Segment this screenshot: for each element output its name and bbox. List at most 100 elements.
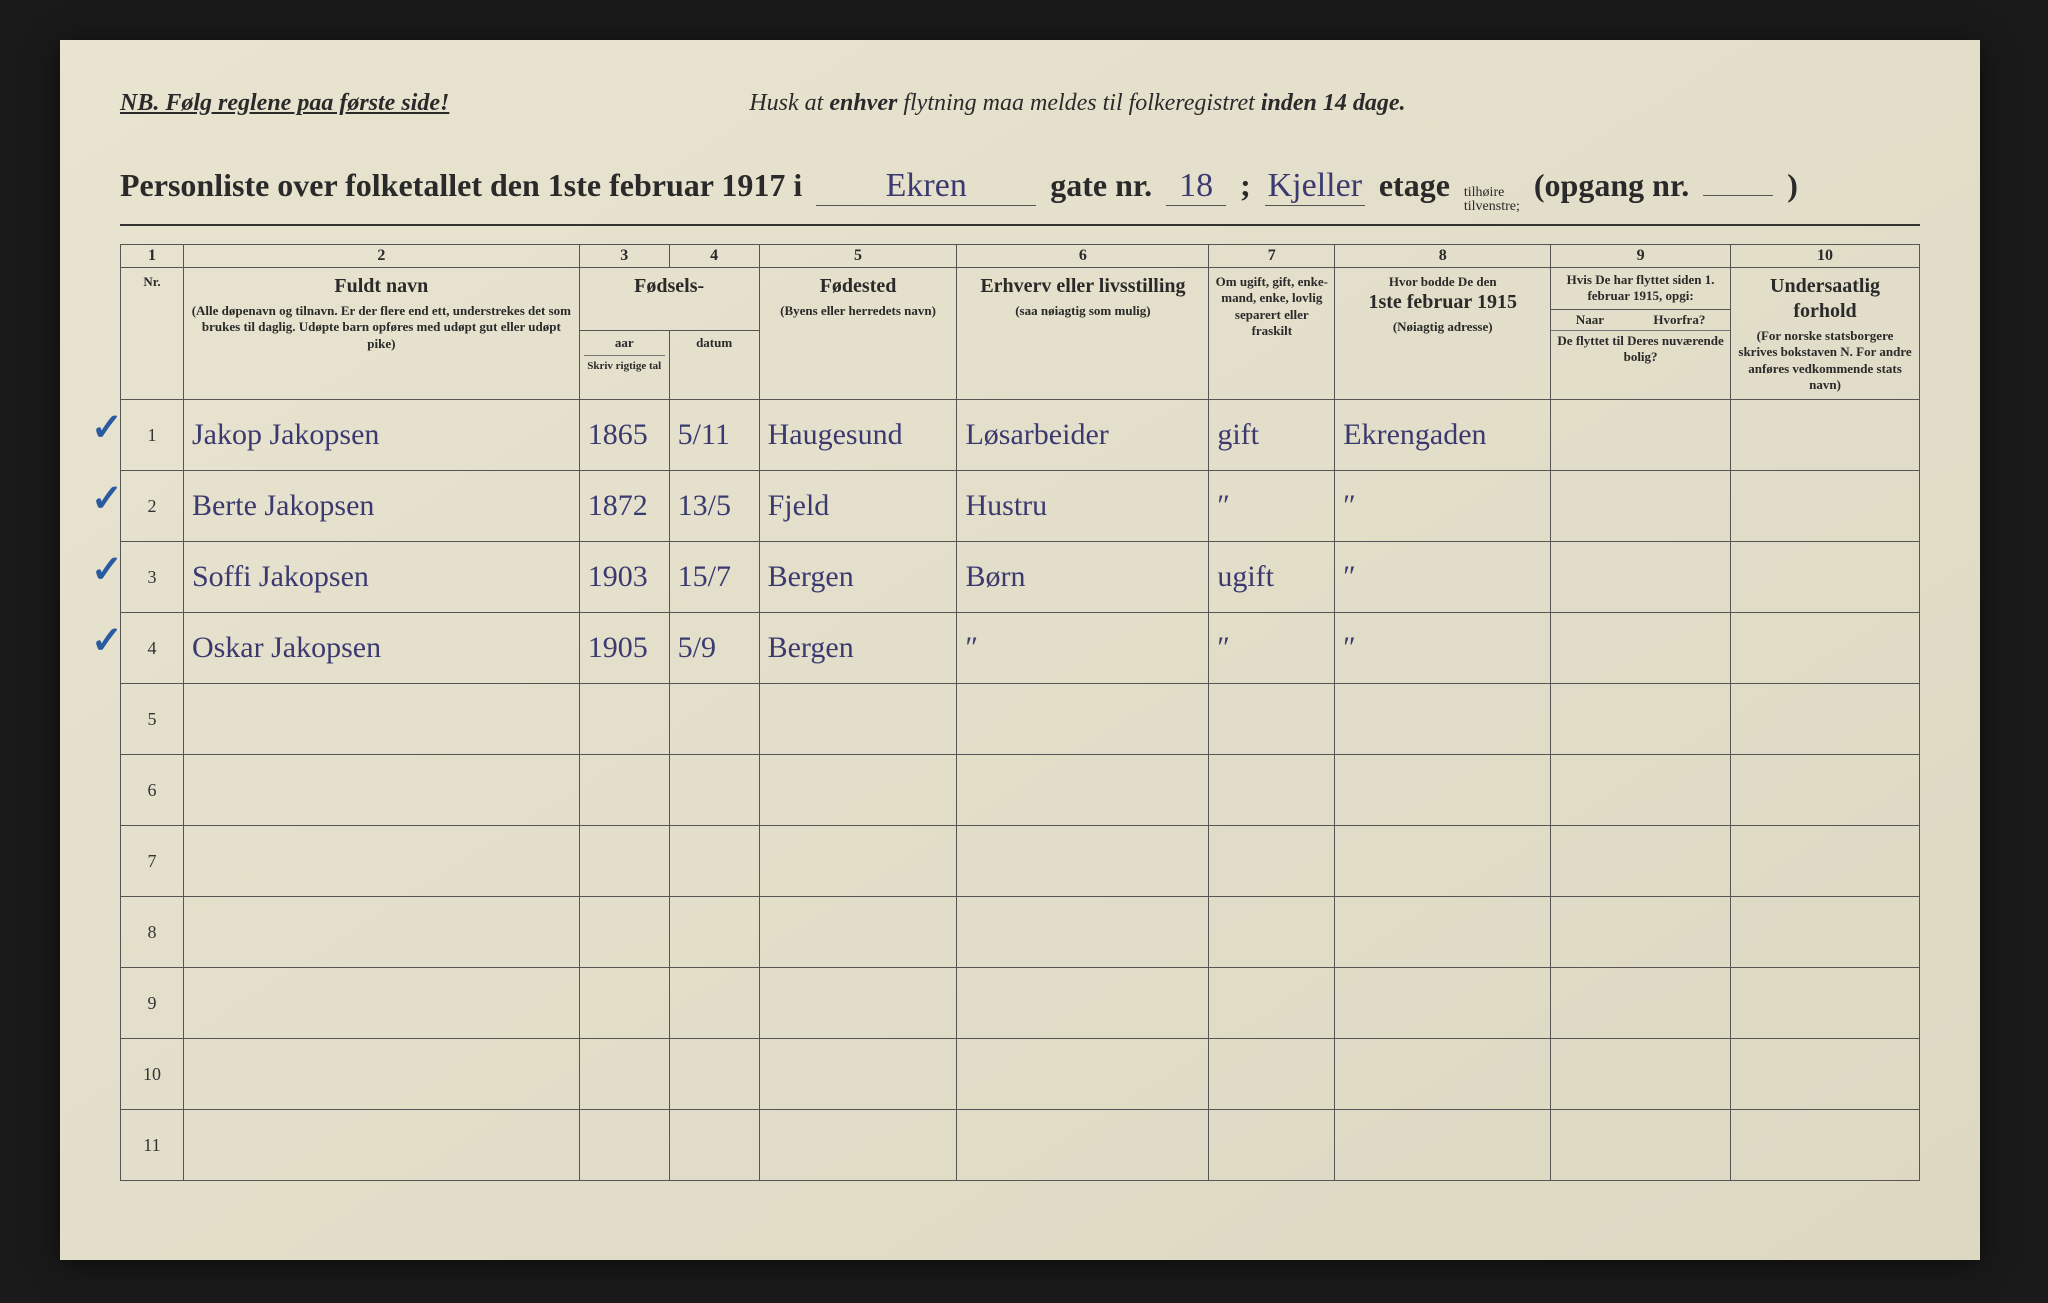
colnum-3: 3 (579, 245, 669, 268)
top-instruction-bar: NB. Følg reglene paa første side! Husk a… (120, 90, 1920, 117)
cell-citizenship (1731, 471, 1920, 542)
cell-marital: ″ (1209, 471, 1335, 542)
row-nr: 7 (121, 826, 184, 897)
column-number-row: 1 2 3 4 5 6 7 8 9 10 (121, 245, 1920, 268)
semicolon: ; (1240, 167, 1251, 204)
cell-name: Oskar Jakopsen (183, 613, 579, 684)
colnum-10: 10 (1731, 245, 1920, 268)
cell-name: Berte Jakopsen (183, 471, 579, 542)
checkmark-icon: ✓ (91, 405, 123, 450)
cell-birthplace (759, 684, 957, 755)
cell-moved (1551, 826, 1731, 897)
gate-label: gate nr. (1050, 167, 1152, 204)
cell-occupation: Hustru (957, 471, 1209, 542)
cell-marital (1209, 1110, 1335, 1181)
cell-date: 5/11 (669, 400, 759, 471)
cell-name (183, 1039, 579, 1110)
cell-1915addr (1335, 826, 1551, 897)
table-row: 9 (121, 968, 1920, 1039)
head-citizenship: Undersaatlig forhold (For norske statsbo… (1731, 268, 1920, 400)
cell-year (579, 1039, 669, 1110)
col9-naar: Naar (1576, 312, 1604, 328)
table-row: ✓4Oskar Jakopsen19055/9Bergen″″″ (121, 613, 1920, 684)
table-row: 7 (121, 826, 1920, 897)
cell-year (579, 968, 669, 1039)
table-row: ✓3Soffi Jakopsen190315/7BergenBørnugift″ (121, 542, 1920, 613)
table-row: 10 (121, 1039, 1920, 1110)
etage-field: Kjeller (1265, 167, 1365, 206)
cell-moved (1551, 1110, 1731, 1181)
cell-1915addr (1335, 968, 1551, 1039)
cell-occupation: Løsarbeider (957, 400, 1209, 471)
cell-birthplace: Fjeld (759, 471, 957, 542)
cell-year (579, 684, 669, 755)
cell-occupation (957, 755, 1209, 826)
cell-1915addr (1335, 684, 1551, 755)
col9-hvorfra: Hvorfra? (1653, 312, 1705, 328)
nb-note: NB. Følg reglene paa første side! (120, 90, 449, 117)
table-row: 11 (121, 1110, 1920, 1181)
table-row: ✓1Jakop Jakopsen18655/11HaugesundLøsarbe… (121, 400, 1920, 471)
cell-citizenship (1731, 400, 1920, 471)
colnum-6: 6 (957, 245, 1209, 268)
cell-date (669, 755, 759, 826)
cell-moved (1551, 400, 1731, 471)
cell-date: 13/5 (669, 471, 759, 542)
row-nr: ✓1 (121, 400, 184, 471)
cell-occupation (957, 826, 1209, 897)
cell-date (669, 968, 759, 1039)
street-name-field: Ekren (816, 167, 1036, 206)
subhead-datum: datum (669, 331, 759, 400)
colnum-7: 7 (1209, 245, 1335, 268)
cell-occupation (957, 684, 1209, 755)
colnum-9: 9 (1551, 245, 1731, 268)
table-row: 5 (121, 684, 1920, 755)
cell-birthplace: Bergen (759, 613, 957, 684)
cell-year (579, 826, 669, 897)
cell-marital: gift (1209, 400, 1335, 471)
cell-name: Soffi Jakopsen (183, 542, 579, 613)
cell-occupation (957, 897, 1209, 968)
cell-name (183, 755, 579, 826)
head-birth: Fødsels- (579, 268, 759, 331)
cell-citizenship (1731, 1039, 1920, 1110)
cell-occupation (957, 1039, 1209, 1110)
cell-moved (1551, 542, 1731, 613)
row-nr: 8 (121, 897, 184, 968)
cell-marital: ″ (1209, 613, 1335, 684)
head-name: Fuldt navn (Alle døpenavn og tilnavn. Er… (183, 268, 579, 400)
etage-side-labels: tilhøire tilvenstre; (1464, 186, 1520, 214)
row-nr: 9 (121, 968, 184, 1039)
table-body: ✓1Jakop Jakopsen18655/11HaugesundLøsarbe… (121, 400, 1920, 1181)
head-nr: Nr. (121, 268, 184, 400)
census-form-page: NB. Følg reglene paa første side! Husk a… (60, 40, 1980, 1260)
cell-year: 1865 (579, 400, 669, 471)
etage-label: etage (1379, 167, 1450, 204)
column-title-row: Nr. Fuldt navn (Alle døpenavn og tilnavn… (121, 268, 1920, 331)
cell-occupation (957, 1110, 1209, 1181)
cell-name (183, 826, 579, 897)
cell-citizenship (1731, 1110, 1920, 1181)
head-marital: Om ugift, gift, enke-mand, enke, lovlig … (1209, 268, 1335, 400)
cell-date (669, 1039, 759, 1110)
gate-nr-field: 18 (1166, 167, 1226, 206)
cell-marital (1209, 755, 1335, 826)
cell-year: 1872 (579, 471, 669, 542)
opgang-field (1703, 195, 1773, 196)
cell-citizenship (1731, 897, 1920, 968)
cell-birthplace (759, 1110, 957, 1181)
cell-year (579, 1110, 669, 1181)
cell-moved (1551, 897, 1731, 968)
row-nr: 10 (121, 1039, 184, 1110)
cell-1915addr (1335, 1039, 1551, 1110)
cell-marital (1209, 897, 1335, 968)
checkmark-icon: ✓ (91, 547, 123, 592)
row-nr: ✓2 (121, 471, 184, 542)
cell-birthplace: Haugesund (759, 400, 957, 471)
subhead-aar: aar Skriv rigtige tal (579, 331, 669, 400)
cell-citizenship (1731, 542, 1920, 613)
cell-moved (1551, 755, 1731, 826)
cell-year (579, 897, 669, 968)
cell-citizenship (1731, 755, 1920, 826)
cell-1915addr (1335, 897, 1551, 968)
